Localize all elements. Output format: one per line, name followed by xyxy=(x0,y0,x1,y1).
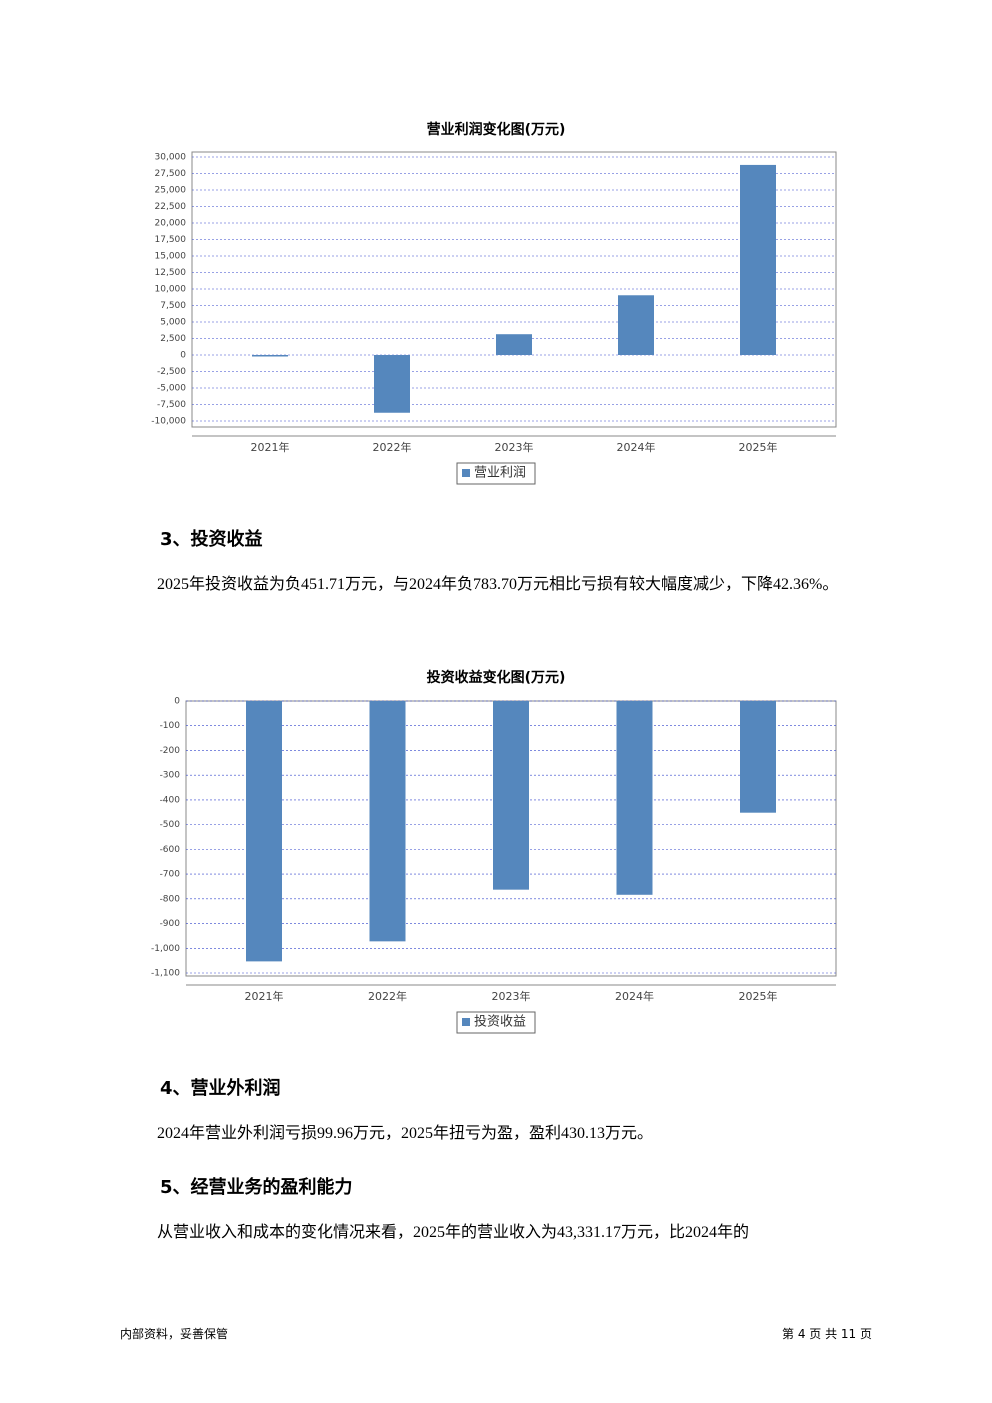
section-heading: 5、经营业务的盈利能力 xyxy=(160,1177,353,1198)
y-tick-label: 12,500 xyxy=(155,268,187,278)
paragraph: 2024年营业外利润亏损99.96万元，2025年扭亏为盈，盈利430.13万元… xyxy=(157,1125,654,1142)
section-heading: 4、营业外利润 xyxy=(160,1078,281,1099)
y-tick-label: 0 xyxy=(180,351,186,361)
y-tick-label: 22,500 xyxy=(155,202,187,212)
bar xyxy=(740,164,776,355)
x-tick-label: 2022年 xyxy=(368,989,407,1003)
bar xyxy=(616,701,653,895)
legend-label: 投资收益 xyxy=(474,1014,526,1030)
y-tick-label: -400 xyxy=(160,795,181,805)
y-tick-label: -800 xyxy=(160,894,181,904)
y-tick-label: -1,000 xyxy=(151,944,180,954)
y-tick-label: 15,000 xyxy=(155,252,187,262)
paragraph: 2025年投资收益为负451.71万元，与2024年负783.70万元相比亏损有… xyxy=(157,576,839,593)
y-tick-label: -2,500 xyxy=(157,367,186,377)
y-tick-label: 25,000 xyxy=(155,186,187,196)
x-tick-label: 2024年 xyxy=(615,989,654,1003)
x-tick-label: 2025年 xyxy=(739,989,778,1003)
bar xyxy=(740,701,776,813)
y-tick-label: 2,500 xyxy=(160,334,186,344)
y-tick-label: -700 xyxy=(160,870,181,880)
bar xyxy=(618,295,654,355)
chart-title: 投资收益变化图(万元) xyxy=(427,669,566,686)
y-tick-label: -10,000 xyxy=(151,417,186,427)
y-tick-label: 20,000 xyxy=(155,219,187,229)
y-tick-label: 7,500 xyxy=(160,301,186,311)
y-tick-label: 10,000 xyxy=(155,285,187,295)
x-tick-label: 2024年 xyxy=(617,440,656,454)
legend-swatch xyxy=(462,1018,470,1026)
y-tick-label: -600 xyxy=(160,845,181,855)
y-tick-label: -900 xyxy=(160,919,181,929)
y-tick-label: -5,000 xyxy=(157,384,186,394)
y-tick-label: -300 xyxy=(160,771,181,781)
legend-box xyxy=(456,462,536,485)
footer-right: 第 4 页 共 11 页 xyxy=(782,1327,872,1341)
y-tick-label: -1,100 xyxy=(151,969,180,979)
y-tick-label: 17,500 xyxy=(155,235,187,245)
y-tick-label: -7,500 xyxy=(157,400,186,410)
legend-swatch xyxy=(462,469,470,477)
plot-area xyxy=(191,151,837,428)
bar xyxy=(369,701,406,942)
paragraph: 从营业收入和成本的变化情况来看，2025年的营业收入为43,331.17万元，比… xyxy=(157,1224,750,1241)
bar xyxy=(374,355,410,413)
y-tick-label: -200 xyxy=(160,746,181,756)
y-tick-label: 5,000 xyxy=(160,318,186,328)
x-tick-label: 2025年 xyxy=(739,440,778,454)
x-tick-label: 2021年 xyxy=(245,989,284,1003)
y-tick-label: -500 xyxy=(160,820,181,830)
y-tick-label: -100 xyxy=(160,721,181,731)
legend-box xyxy=(456,1011,536,1034)
x-tick-label: 2023年 xyxy=(492,989,531,1003)
section-heading: 3、投资收益 xyxy=(160,529,263,550)
legend-label: 营业利润 xyxy=(474,466,526,481)
y-tick-label: 0 xyxy=(174,697,180,707)
bar xyxy=(246,701,282,962)
y-tick-label: 27,500 xyxy=(155,169,187,179)
x-tick-label: 2021年 xyxy=(251,440,290,454)
bar xyxy=(252,355,288,357)
bar xyxy=(496,334,532,355)
bar xyxy=(493,701,529,890)
chart-title: 营业利润变化图(万元) xyxy=(427,121,566,138)
y-tick-label: 30,000 xyxy=(155,153,187,163)
footer-left: 内部资料，妥善保管 xyxy=(120,1327,229,1341)
x-tick-label: 2022年 xyxy=(373,440,412,454)
x-tick-label: 2023年 xyxy=(495,440,534,454)
